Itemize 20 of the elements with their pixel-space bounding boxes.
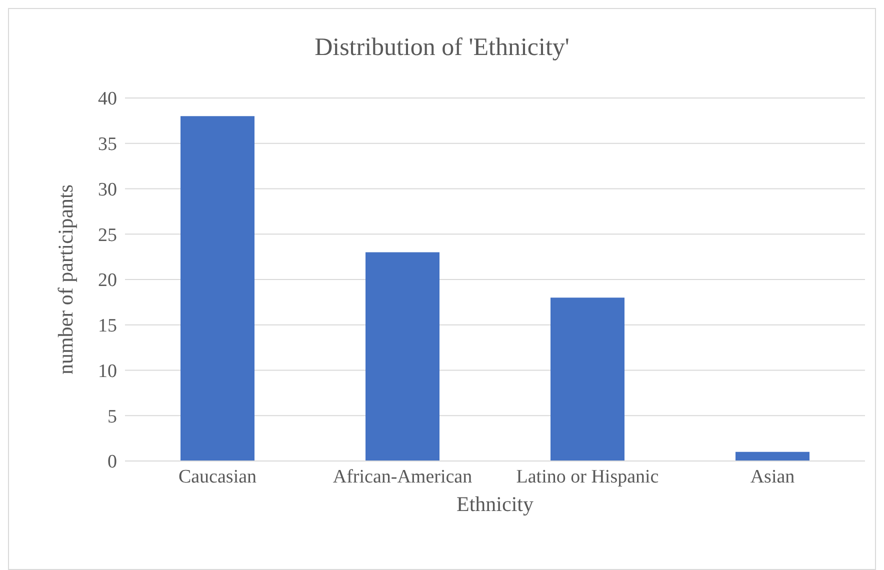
- y-tick-label: 5: [108, 406, 117, 428]
- y-axis-title: number of participants: [53, 184, 78, 375]
- y-tick-label: 35: [98, 134, 117, 156]
- bar: [366, 252, 440, 461]
- y-tick-label: 25: [98, 224, 117, 246]
- y-tick-label: 40: [98, 88, 117, 110]
- bar: [736, 452, 810, 461]
- bar: [550, 298, 624, 461]
- y-tick-label: 20: [98, 270, 117, 292]
- chart-title: Distribution of 'Ethnicity': [314, 34, 570, 62]
- y-tick-label: 30: [98, 179, 117, 200]
- x-tick-label: African-American: [332, 466, 473, 488]
- y-tick-label: 0: [108, 452, 117, 473]
- y-tick-label: 15: [98, 316, 117, 337]
- y-tick-label: 10: [98, 360, 117, 382]
- bar: [180, 116, 254, 461]
- x-tick-label: Caucasian: [178, 466, 258, 488]
- x-tick-label: Asian: [750, 466, 796, 488]
- x-tick-label: Latino or Hispanic: [516, 466, 659, 488]
- x-axis-title: Ethnicity: [456, 492, 534, 516]
